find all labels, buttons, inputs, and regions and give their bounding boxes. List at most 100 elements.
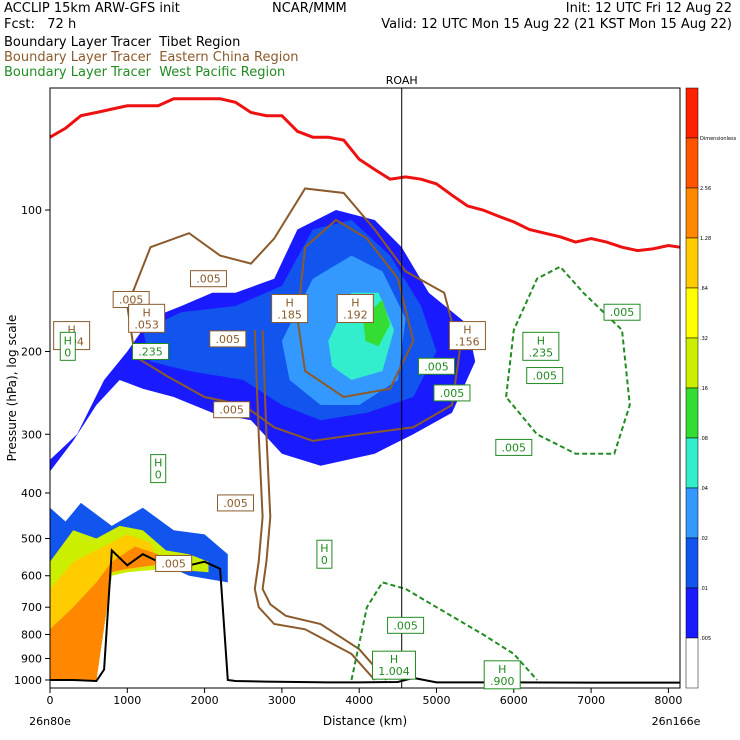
contour-label-box: [336, 293, 374, 323]
x-tick-label: 8000: [654, 694, 682, 707]
reference-lines: ROAH: [49, 74, 681, 688]
contour-label-box: [448, 321, 486, 351]
contour-label-text: H: [351, 296, 359, 309]
contour-label-text: .235: [529, 346, 554, 359]
contour-label-text: .005: [440, 387, 465, 400]
contour-label-text: .156: [455, 336, 480, 349]
legend-line-west-pacific: Boundary Layer Tracer West Pacific Regio…: [4, 65, 286, 80]
lowlevel-core-fill: [50, 546, 159, 680]
eastern-china-descending-branch: [253, 329, 376, 681]
contour-label-box: [522, 331, 560, 361]
contour-label-text: H: [64, 334, 72, 347]
colorbar-swatch: [685, 187, 699, 239]
contour-label-text: H: [463, 324, 471, 337]
contour-label-text: .005: [219, 404, 244, 417]
contour-label-box: [371, 650, 416, 680]
header-line2-right: Valid: 12 UTC Mon 15 Aug 22 (21 KST Mon …: [381, 17, 732, 32]
colorbar-level-label: 1.28: [700, 236, 711, 242]
y-tick-label: 100: [21, 204, 42, 217]
contour-label-text: .005: [216, 333, 241, 346]
contour-label-text: .192: [343, 308, 368, 321]
header-line2-left: Fcst: 72 h: [4, 17, 77, 32]
y-tick-label: 200: [21, 345, 42, 358]
contour-label-text: H: [68, 324, 76, 337]
contour-label-box: [433, 384, 471, 402]
x-tick-label: 2000: [191, 694, 219, 707]
colorbar-swatch: [685, 287, 699, 339]
contour-label-box: [316, 539, 333, 569]
colorbar: Dimensionless 2.56 1.28 .64 .32 .16 .08 .04 .02.…: [685, 87, 737, 689]
y-tick-label: 900: [21, 652, 42, 665]
contour-label-text: 0: [321, 554, 328, 567]
colorbar-level-label: .02: [700, 536, 708, 542]
contour-label-text: H: [142, 306, 150, 319]
header-line1-left: ACCLIP 15km ARW-GFS init: [4, 1, 180, 16]
terrain-line: [50, 548, 680, 684]
colorbar-swatch: [685, 337, 699, 389]
contour-label-text: .005: [119, 293, 144, 306]
x-tick-label: 1000: [113, 694, 141, 707]
west-pacific-contour-upper: [505, 265, 631, 455]
contour-label-box: [217, 494, 255, 512]
contour-label-box: [189, 270, 227, 288]
contour-label-text: .005: [393, 619, 418, 632]
contour-label-box: [603, 303, 641, 321]
contour-label-text: H: [537, 334, 545, 347]
y-tick-label: 500: [21, 533, 42, 546]
colorbar-swatch: [685, 237, 699, 289]
contour-label-box: [59, 331, 76, 361]
left-end-label: 26n80e: [29, 715, 71, 728]
x-tick-label: 4000: [345, 694, 373, 707]
y-axis-title: Pressure (hPa), log scale: [5, 315, 19, 462]
colorbar-level-label: .16: [700, 386, 708, 392]
colorbar-swatch: [685, 487, 699, 539]
colorbar-level-label: .08: [700, 436, 708, 442]
x-tick-label: 6000: [500, 694, 528, 707]
contour-label-text: .005: [610, 306, 635, 319]
contour-label-box: [131, 342, 169, 360]
tracer-shading: [50, 210, 476, 680]
contour-label-box: [271, 293, 309, 323]
contour-label-box: [209, 330, 247, 348]
contour-label-text: .005: [502, 441, 527, 454]
contour-label-text: H: [285, 296, 293, 309]
contour-label-box: [526, 367, 564, 385]
colorbar-level-label: 2.56: [700, 186, 711, 192]
plume-peak-fill: [363, 299, 391, 347]
y-tick-label: 800: [21, 628, 42, 641]
contour-label-text: 0: [155, 469, 162, 482]
y-tick-label: 400: [21, 487, 42, 500]
tropopause-line: [49, 97, 681, 253]
colorbar-swatch: [685, 587, 699, 639]
eastern-china-descending-branch-2: [261, 329, 388, 681]
vertical-marker-label: ROAH: [386, 74, 418, 87]
y-tick-label: 700: [21, 601, 42, 614]
colorbar-swatch: [685, 87, 699, 139]
header-line1-center: NCAR/MMM: [272, 1, 347, 16]
contour-label-text: H: [390, 653, 398, 666]
contour-label-text: .185: [277, 308, 302, 321]
contour-label-box: [155, 554, 193, 572]
contour-label-text: H: [498, 663, 506, 676]
contour-label-text: .005: [532, 370, 557, 383]
contour-label-text: H: [320, 542, 328, 555]
right-end-label: 26n166e: [652, 715, 701, 728]
contour-label-text: 0: [64, 346, 71, 359]
west-pacific-contour-lower: [350, 581, 538, 681]
contour-label-box: [495, 438, 533, 456]
contour-label-boxes: .005.005H.004H0H.053.235.005.005H.185H.1…: [53, 270, 641, 690]
x-tick-label: 7000: [577, 694, 605, 707]
contour-label-text: .005: [196, 273, 221, 286]
contour-label-box: [387, 616, 425, 634]
colorbar-level-label: .32: [700, 336, 708, 342]
colorbar-swatch: [685, 137, 699, 189]
plot-frame: [49, 87, 681, 689]
colorbar-level-label: .04: [700, 486, 708, 492]
colorbar-level-label: .01: [700, 586, 708, 592]
y-tick-label: 600: [21, 570, 42, 583]
y-tick-label: 300: [21, 428, 42, 441]
colorbar-level-label: Dimensionless: [700, 136, 737, 142]
contour-label-box: [213, 401, 251, 419]
legend-line-tibet: Boundary Layer Tracer Tibet Region: [4, 35, 241, 50]
contour-label-text: 1.004: [378, 665, 410, 678]
